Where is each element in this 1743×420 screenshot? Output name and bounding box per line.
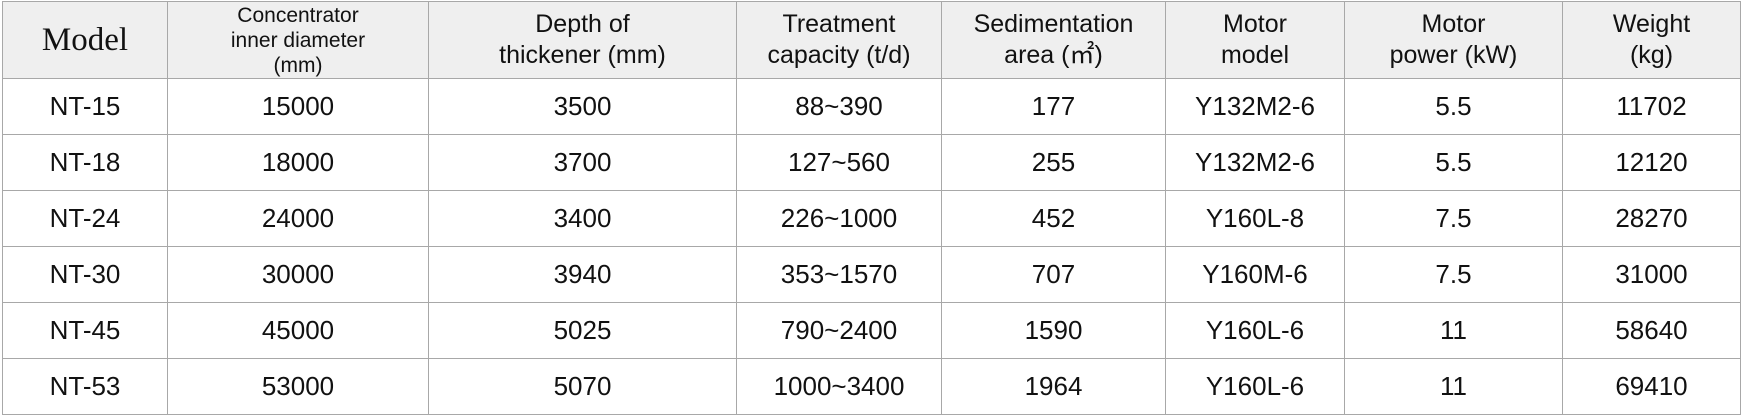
header-capacity: Treatment capacity (t/d) [736, 1, 942, 79]
cell-depth: 3940 [428, 246, 737, 303]
header-motor-power-line-1: Motor [1421, 10, 1486, 38]
cell-weight: 58640 [1562, 302, 1741, 359]
cell-model: NT-30 [2, 246, 168, 303]
cell-model: NT-15 [2, 78, 168, 135]
cell-sedimentation-area: 1964 [941, 358, 1166, 415]
header-sedimentation-area-line-1: Sedimentation [973, 10, 1134, 38]
header-sedimentation-area-line-2: area (㎡) [1004, 41, 1103, 69]
cell-model: NT-18 [2, 134, 168, 191]
table-row: NT-45 45000 5025 790~2400 1590 Y160L-6 1… [2, 302, 1741, 359]
cell-model: NT-45 [2, 302, 168, 359]
header-capacity-line-1: Treatment [782, 10, 896, 38]
cell-capacity: 226~1000 [736, 190, 942, 247]
cell-inner-diameter: 18000 [167, 134, 429, 191]
header-motor-power-line-2: power (kW) [1389, 41, 1518, 69]
header-weight-line-1: Weight [1612, 10, 1691, 38]
cell-motor-model: Y160L-6 [1165, 358, 1345, 415]
cell-motor-model: Y160L-6 [1165, 302, 1345, 359]
cell-depth: 5025 [428, 302, 737, 359]
cell-capacity: 353~1570 [736, 246, 942, 303]
header-depth-line-2: thickener (mm) [499, 41, 666, 69]
header-depth: Depth of thickener (mm) [428, 1, 737, 79]
cell-motor-model: Y160M-6 [1165, 246, 1345, 303]
cell-motor-power: 11 [1344, 302, 1563, 359]
cell-model: NT-24 [2, 190, 168, 247]
table-row: NT-30 30000 3940 353~1570 707 Y160M-6 7.… [2, 246, 1741, 303]
cell-sedimentation-area: 177 [941, 78, 1166, 135]
cell-inner-diameter: 30000 [167, 246, 429, 303]
table-row: NT-53 53000 5070 1000~3400 1964 Y160L-6 … [2, 358, 1741, 415]
header-motor-power: Motor power (kW) [1344, 1, 1563, 79]
table-row: NT-15 15000 3500 88~390 177 Y132M2-6 5.5… [2, 78, 1741, 135]
cell-motor-model: Y160L-8 [1165, 190, 1345, 247]
header-inner-diameter: Concentrator inner diameter (mm) [167, 1, 429, 79]
cell-inner-diameter: 15000 [167, 78, 429, 135]
header-motor-model-line-2: model [1220, 41, 1290, 69]
header-weight-line-2: (kg) [1629, 41, 1674, 69]
cell-motor-model: Y132M2-6 [1165, 78, 1345, 135]
header-model: Model [2, 1, 168, 79]
header-capacity-line-2: capacity (t/d) [767, 41, 911, 69]
cell-depth: 3500 [428, 78, 737, 135]
header-model-line-1: Model [41, 21, 129, 58]
cell-motor-power: 5.5 [1344, 78, 1563, 135]
cell-weight: 31000 [1562, 246, 1741, 303]
cell-depth: 5070 [428, 358, 737, 415]
cell-weight: 11702 [1562, 78, 1741, 135]
cell-inner-diameter: 53000 [167, 358, 429, 415]
cell-sedimentation-area: 255 [941, 134, 1166, 191]
header-motor-model: Motor model [1165, 1, 1345, 79]
cell-weight: 69410 [1562, 358, 1741, 415]
cell-motor-model: Y132M2-6 [1165, 134, 1345, 191]
cell-sedimentation-area: 452 [941, 190, 1166, 247]
header-inner-diameter-line-2: inner diameter [230, 28, 366, 52]
cell-capacity: 790~2400 [736, 302, 942, 359]
cell-depth: 3400 [428, 190, 737, 247]
header-inner-diameter-line-1: Concentrator [237, 3, 359, 27]
header-inner-diameter-line-3: (mm) [273, 53, 323, 77]
header-weight: Weight (kg) [1562, 1, 1741, 79]
cell-motor-power: 7.5 [1344, 190, 1563, 247]
cell-inner-diameter: 24000 [167, 190, 429, 247]
cell-weight: 28270 [1562, 190, 1741, 247]
cell-motor-power: 5.5 [1344, 134, 1563, 191]
header-motor-model-line-1: Motor [1223, 10, 1287, 38]
table-row: NT-18 18000 3700 127~560 255 Y132M2-6 5.… [2, 134, 1741, 191]
table-row: NT-24 24000 3400 226~1000 452 Y160L-8 7.… [2, 190, 1741, 247]
cell-capacity: 127~560 [736, 134, 942, 191]
cell-model: NT-53 [2, 358, 168, 415]
cell-capacity: 1000~3400 [736, 358, 942, 415]
cell-weight: 12120 [1562, 134, 1741, 191]
cell-motor-power: 7.5 [1344, 246, 1563, 303]
cell-capacity: 88~390 [736, 78, 942, 135]
header-depth-line-1: Depth of [535, 10, 630, 38]
cell-motor-power: 11 [1344, 358, 1563, 415]
header-row: Model Concentrator inner diameter (mm) D… [2, 1, 1741, 79]
cell-sedimentation-area: 707 [941, 246, 1166, 303]
cell-inner-diameter: 45000 [167, 302, 429, 359]
header-sedimentation-area: Sedimentation area (㎡) [941, 1, 1166, 79]
cell-sedimentation-area: 1590 [941, 302, 1166, 359]
cell-depth: 3700 [428, 134, 737, 191]
